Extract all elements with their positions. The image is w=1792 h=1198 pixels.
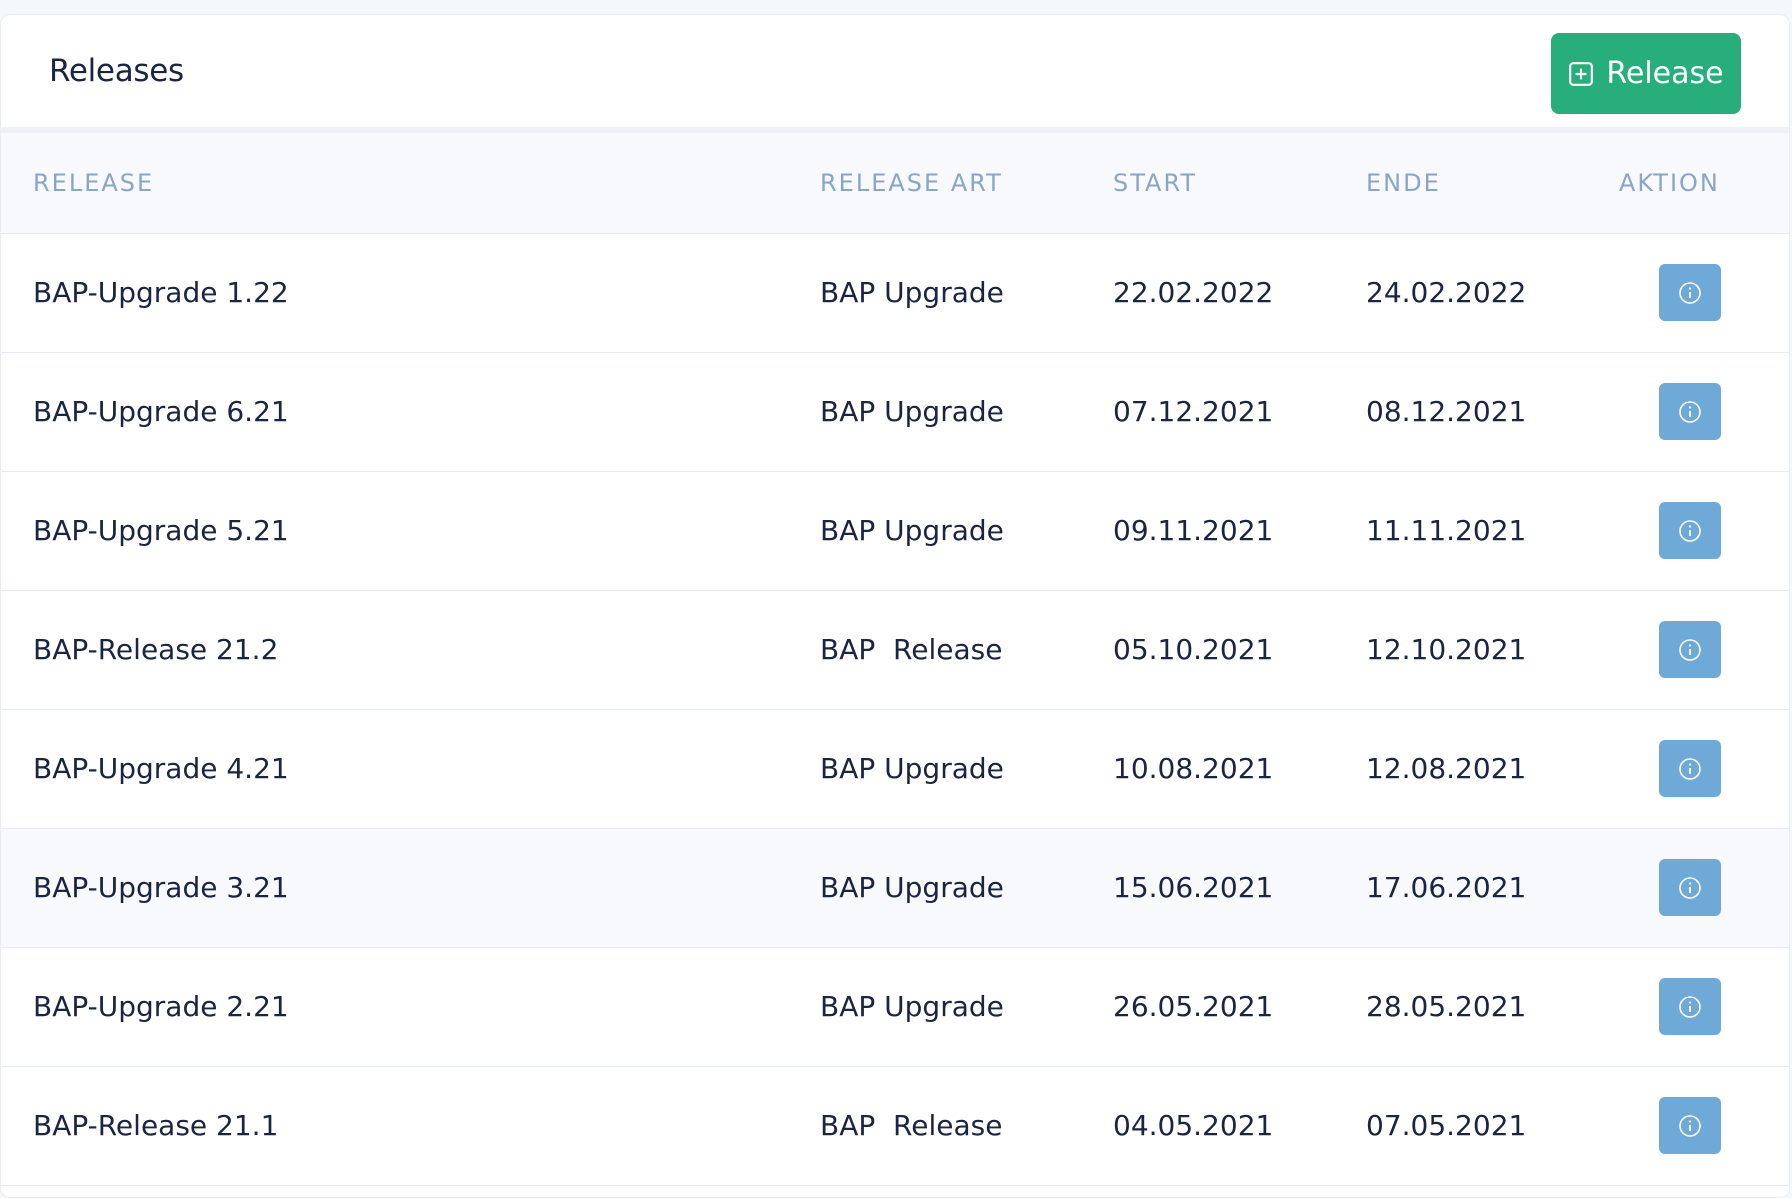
action-cell [1619,352,1789,472]
action-cell [1619,947,1789,1067]
info-circle-icon [1679,519,1701,542]
release-end: 12.10.2021 [1366,590,1619,710]
info-circle-icon [1679,281,1701,304]
release-start: 07.12.2021 [1113,352,1366,472]
action-cell [1619,1066,1789,1186]
info-button[interactable] [1659,621,1721,678]
table-row[interactable]: BAP-Upgrade 2.21 BAP Upgrade 26.05.2021 … [1,947,1789,1067]
plus-square-icon [1569,61,1594,86]
table-row[interactable]: BAP-Upgrade 4.21 BAP Upgrade 10.08.2021 … [1,709,1789,829]
release-type: BAP Upgrade [820,828,1113,948]
info-button[interactable] [1659,859,1721,916]
info-circle-icon [1679,400,1701,423]
action-cell [1619,590,1789,710]
column-header-ende[interactable]: ENDE [1366,133,1619,234]
table-row[interactable]: BAP-Upgrade 5.21 BAP Upgrade 09.11.2021 … [1,471,1789,591]
release-start: 09.11.2021 [1113,471,1366,591]
card-header: Releases Release [1,15,1789,133]
table-header-row: RELEASE RELEASE ART START ENDE AKTION [1,133,1789,234]
release-end: 17.06.2021 [1366,828,1619,948]
release-start: 10.08.2021 [1113,709,1366,829]
release-type: BAP Upgrade [820,471,1113,591]
page-title: Releases [49,53,184,89]
action-cell [1619,471,1789,591]
column-header-release-art[interactable]: RELEASE ART [820,133,1113,234]
release-end: 11.11.2021 [1366,471,1619,591]
releases-table: RELEASE RELEASE ART START ENDE AKTION BA… [1,133,1789,1186]
info-button[interactable] [1659,740,1721,797]
info-button[interactable] [1659,264,1721,321]
action-cell [1619,709,1789,829]
add-release-label: Release [1606,56,1724,91]
info-circle-icon [1679,876,1701,899]
release-type: BAP Upgrade [820,709,1113,829]
release-end: 08.12.2021 [1366,352,1619,472]
release-name: BAP-Release 21.2 [1,590,820,710]
release-start: 22.02.2022 [1113,233,1366,353]
release-name: BAP-Upgrade 6.21 [1,352,820,472]
table-row[interactable]: BAP-Upgrade 1.22 BAP Upgrade 22.02.2022 … [1,233,1789,353]
release-type: BAP Upgrade [820,352,1113,472]
release-name: BAP-Upgrade 3.21 [1,828,820,948]
release-name: BAP-Upgrade 5.21 [1,471,820,591]
table-row[interactable]: BAP-Upgrade 3.21 BAP Upgrade 15.06.2021 … [1,828,1789,948]
release-start: 26.05.2021 [1113,947,1366,1067]
release-end: 24.02.2022 [1366,233,1619,353]
action-cell [1619,828,1789,948]
release-end: 28.05.2021 [1366,947,1619,1067]
column-header-aktion: AKTION [1619,133,1789,234]
table-row[interactable]: BAP-Release 21.2 BAP Release 05.10.2021 … [1,590,1789,710]
releases-card: Releases Release RELEASE RELEASE ART STA… [0,14,1790,1198]
release-start: 15.06.2021 [1113,828,1366,948]
release-name: BAP-Release 21.1 [1,1066,820,1186]
info-button[interactable] [1659,978,1721,1035]
release-end: 12.08.2021 [1366,709,1619,829]
release-name: BAP-Upgrade 4.21 [1,709,820,829]
action-cell [1619,233,1789,353]
info-circle-icon [1679,757,1701,780]
info-circle-icon [1679,995,1701,1018]
info-button[interactable] [1659,502,1721,559]
release-type: BAP Upgrade [820,233,1113,353]
release-type: BAP Release [820,1066,1113,1186]
info-button[interactable] [1659,1097,1721,1154]
info-circle-icon [1679,1114,1701,1137]
info-circle-icon [1679,638,1701,661]
release-start: 04.05.2021 [1113,1066,1366,1186]
column-header-release[interactable]: RELEASE [1,133,820,234]
release-name: BAP-Upgrade 1.22 [1,233,820,353]
table-row[interactable]: BAP-Upgrade 6.21 BAP Upgrade 07.12.2021 … [1,352,1789,472]
release-name: BAP-Upgrade 2.21 [1,947,820,1067]
release-end: 07.05.2021 [1366,1066,1619,1186]
add-release-button[interactable]: Release [1551,33,1741,114]
column-header-start[interactable]: START [1113,133,1366,234]
release-start: 05.10.2021 [1113,590,1366,710]
table-row[interactable]: BAP-Release 21.1 BAP Release 04.05.2021 … [1,1066,1789,1186]
release-type: BAP Upgrade [820,947,1113,1067]
release-type: BAP Release [820,590,1113,710]
info-button[interactable] [1659,383,1721,440]
